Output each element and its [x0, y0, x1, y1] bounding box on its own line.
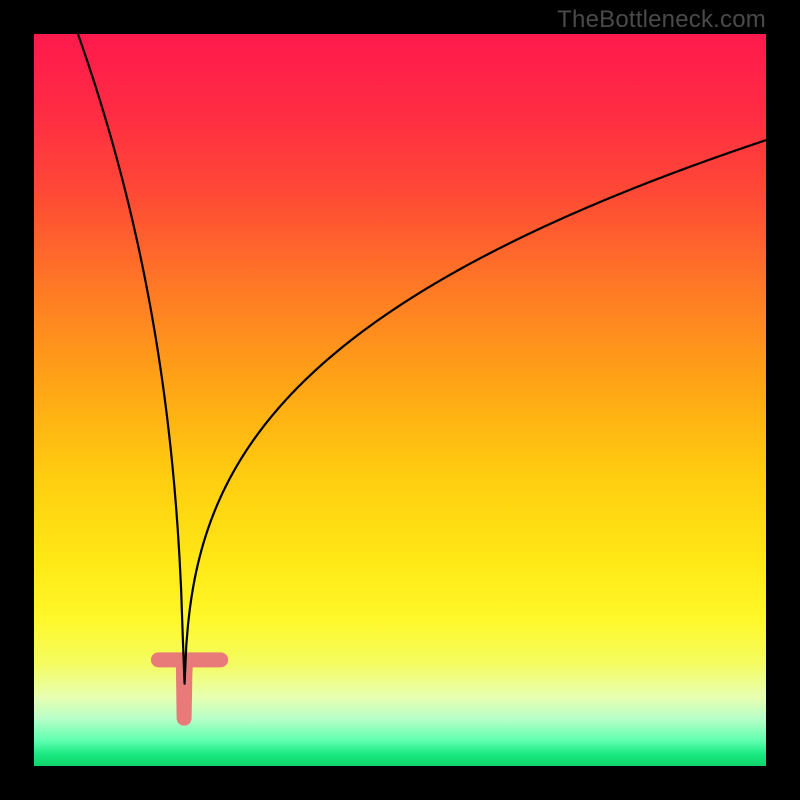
bottleneck-chart	[34, 34, 766, 766]
chart-frame: TheBottleneck.com	[0, 0, 800, 800]
gradient-background	[34, 34, 766, 766]
watermark-text: TheBottleneck.com	[557, 6, 766, 34]
